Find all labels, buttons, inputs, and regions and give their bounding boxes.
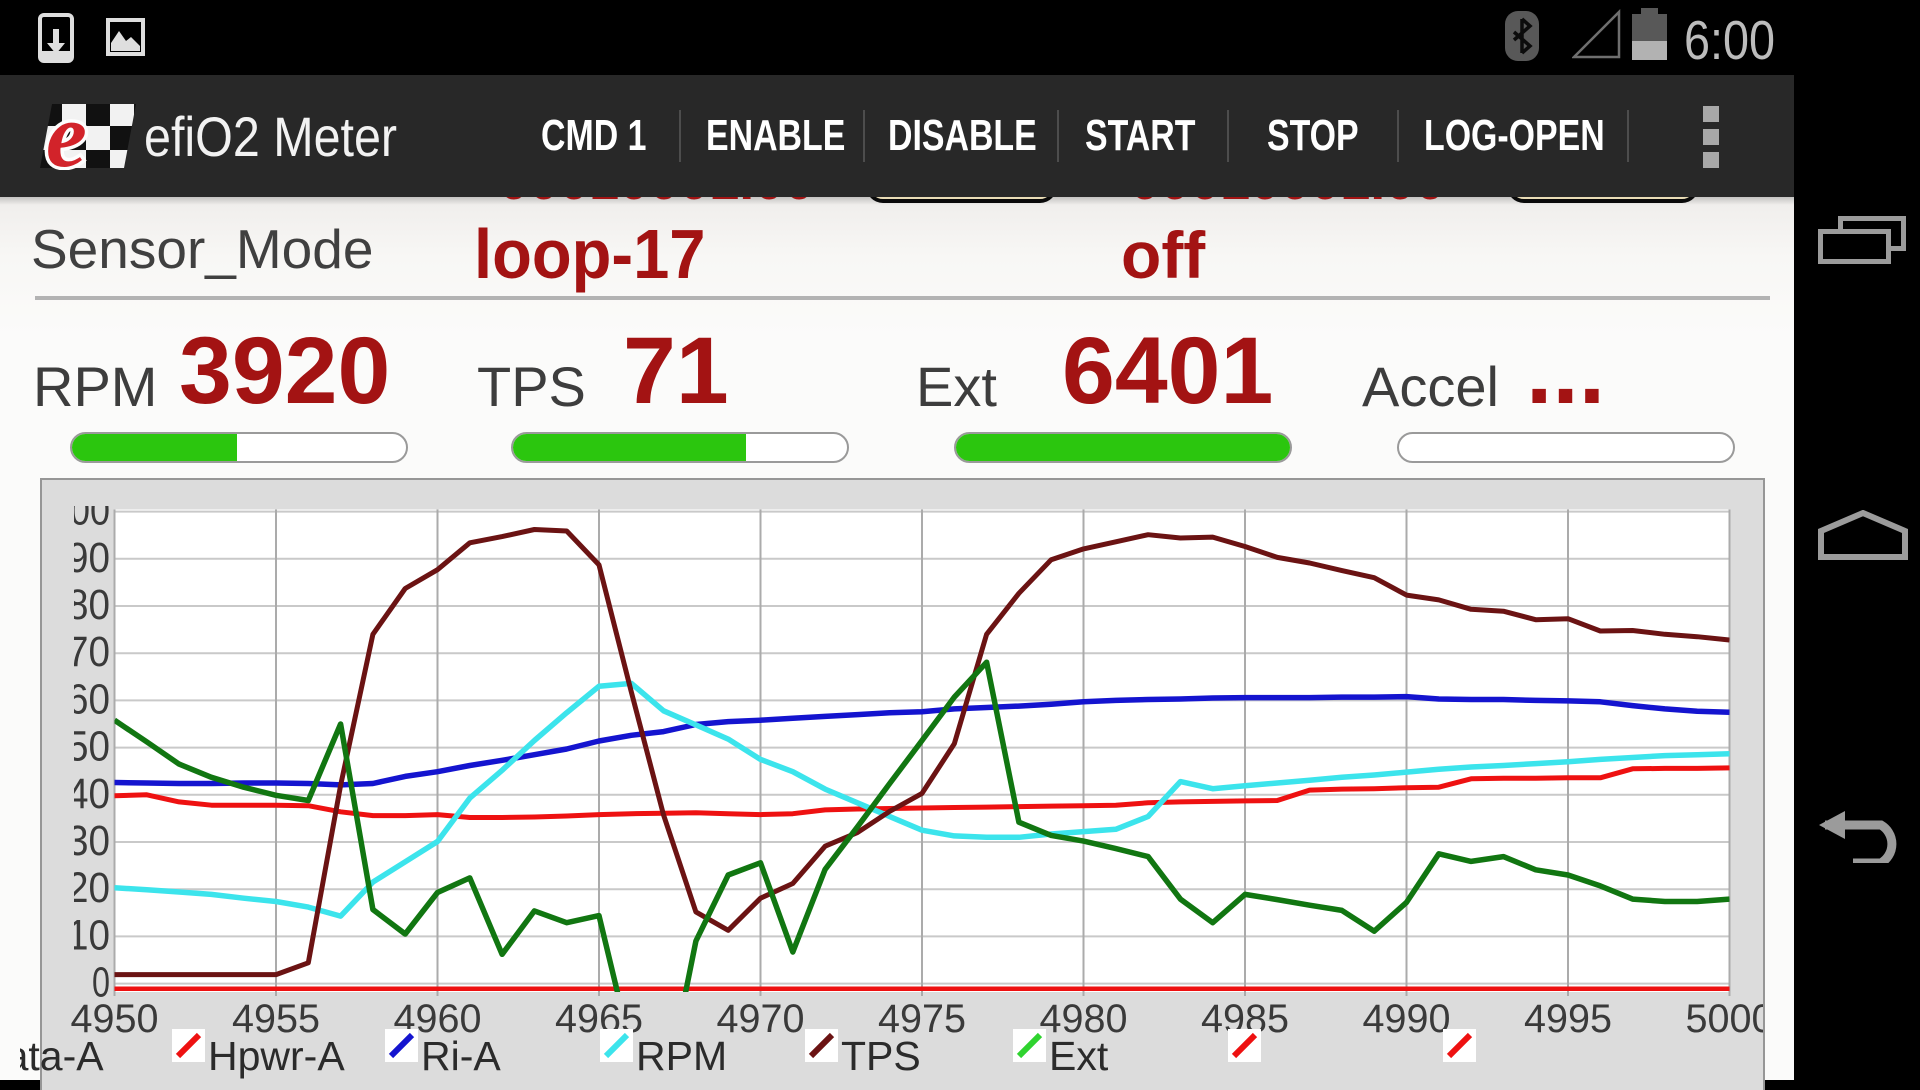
svg-text:RPM: RPM [636,1033,727,1079]
svg-text:Ext: Ext [1049,1033,1109,1079]
svg-text:TPS: TPS [841,1033,921,1079]
svg-text:40: 40 [67,770,110,818]
svg-text:60: 60 [67,675,110,723]
svg-text:100: 100 [50,487,110,535]
svg-text:Data-A: Data-A [20,1033,104,1079]
svg-text:4995: 4995 [1524,997,1612,1041]
svg-text:4955: 4955 [232,997,320,1041]
svg-text:70: 70 [67,628,110,676]
svg-text:30: 30 [67,817,110,865]
svg-text:90: 90 [67,534,110,582]
svg-text:10: 10 [67,911,110,959]
svg-text:20: 20 [67,864,110,912]
svg-text:4975: 4975 [878,997,966,1041]
svg-text:4990: 4990 [1363,997,1451,1041]
svg-text:4980: 4980 [1040,997,1128,1041]
svg-text:80: 80 [67,581,110,629]
svg-text:Hpwr-A: Hpwr-A [208,1033,345,1079]
svg-text:5000: 5000 [1686,997,1766,1041]
svg-text:0: 0 [92,959,110,1007]
svg-text:4970: 4970 [717,997,805,1041]
svg-text:Ri-A: Ri-A [421,1033,501,1079]
svg-text:50: 50 [67,723,110,771]
svg-text:4950: 4950 [71,997,159,1041]
svg-text:e: e [46,102,87,170]
